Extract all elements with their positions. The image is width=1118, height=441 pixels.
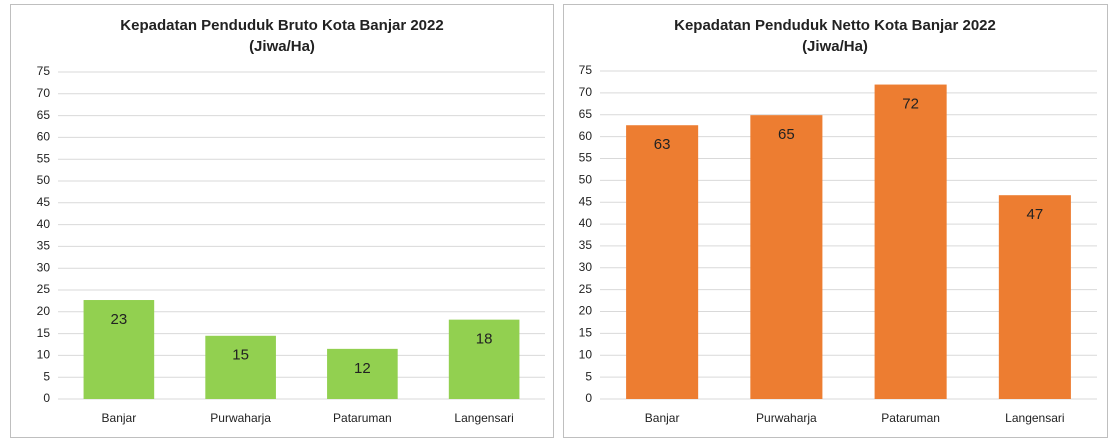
data-label: 12 <box>354 360 371 377</box>
y-tick-label: 15 <box>37 326 51 340</box>
y-tick-label: 55 <box>37 151 51 165</box>
y-tick-label: 60 <box>37 130 51 144</box>
data-label: 23 <box>111 311 128 328</box>
y-tick-label: 40 <box>37 217 51 231</box>
data-label: 18 <box>476 331 493 348</box>
chart-subtitle: (Jiwa/Ha) <box>802 38 868 55</box>
x-tick-label: Purwaharja <box>210 411 271 425</box>
x-tick-label: Banjar <box>645 411 680 425</box>
y-tick-label: 75 <box>37 64 51 78</box>
bar <box>205 335 276 399</box>
y-tick-label: 25 <box>37 282 51 296</box>
y-tick-label: 70 <box>37 86 51 100</box>
y-tick-label: 50 <box>37 173 51 187</box>
y-tick-label: 25 <box>579 282 593 296</box>
y-tick-label: 35 <box>579 238 593 252</box>
bar <box>626 125 699 399</box>
bar <box>874 84 947 399</box>
y-tick-label: 0 <box>585 391 592 405</box>
y-tick-label: 70 <box>579 85 593 99</box>
bar <box>83 300 155 399</box>
y-tick-label: 45 <box>579 194 593 208</box>
x-tick-label: Pataruman <box>881 411 940 425</box>
y-tick-label: 15 <box>579 326 593 340</box>
y-tick-label: 65 <box>579 107 593 121</box>
y-tick-label: 45 <box>37 195 51 209</box>
chart-title: Kepadatan Penduduk Bruto Kota Banjar 202… <box>120 17 443 34</box>
y-tick-label: 5 <box>43 369 50 383</box>
y-tick-label: 60 <box>579 129 593 143</box>
y-tick-label: 20 <box>579 304 593 318</box>
data-label: 72 <box>902 96 919 113</box>
y-tick-label: 35 <box>37 239 51 253</box>
x-tick-label: Langensari <box>1005 411 1064 425</box>
y-tick-label: 10 <box>37 348 51 362</box>
y-tick-label: 65 <box>37 108 51 122</box>
x-tick-label: Langensari <box>454 411 513 425</box>
y-tick-label: 30 <box>579 260 593 274</box>
data-label: 15 <box>232 347 249 364</box>
y-tick-label: 30 <box>37 260 51 274</box>
chart-subtitle: (Jiwa/Ha) <box>249 38 315 55</box>
bar <box>750 115 823 400</box>
data-label: 63 <box>654 136 671 153</box>
y-tick-label: 0 <box>43 391 50 405</box>
x-tick-label: Pataruman <box>333 411 392 425</box>
y-tick-label: 10 <box>579 347 593 361</box>
y-tick-label: 20 <box>37 304 51 318</box>
data-label: 47 <box>1027 206 1044 223</box>
x-tick-label: Purwaharja <box>756 411 817 425</box>
bar <box>998 195 1071 399</box>
bar <box>448 319 520 399</box>
y-tick-label: 5 <box>585 369 592 383</box>
chart-title: Kepadatan Penduduk Netto Kota Banjar 202… <box>674 17 996 34</box>
y-tick-label: 50 <box>579 173 593 187</box>
x-tick-label: Banjar <box>102 411 137 425</box>
y-tick-label: 75 <box>579 63 593 77</box>
bar <box>327 348 398 399</box>
y-tick-label: 55 <box>579 151 593 165</box>
y-tick-label: 40 <box>579 216 593 230</box>
data-label: 65 <box>778 126 795 143</box>
